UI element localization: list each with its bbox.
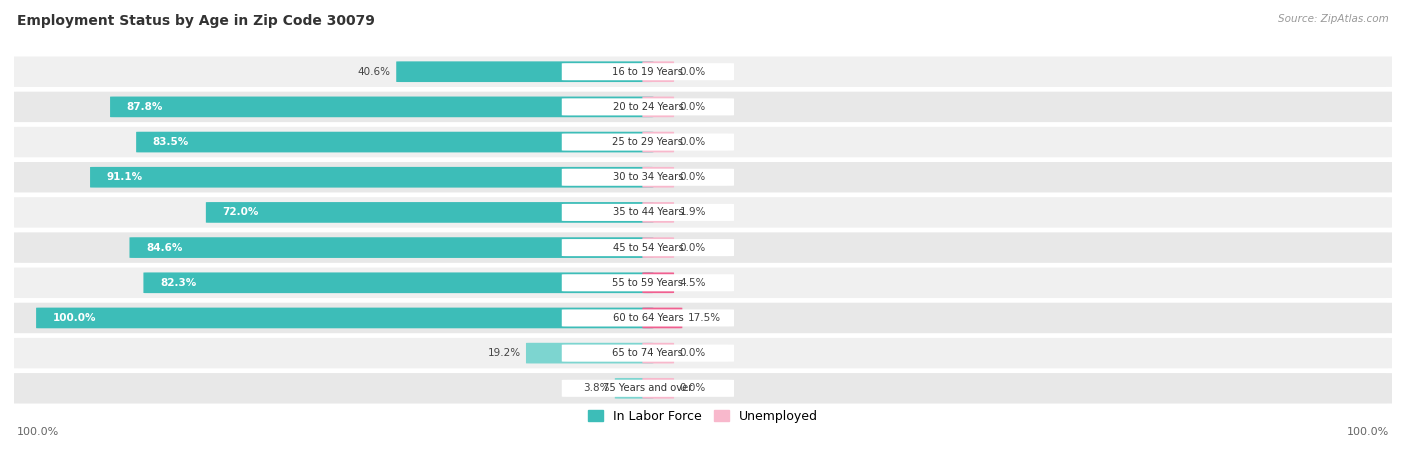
Text: 40.6%: 40.6% (357, 67, 391, 77)
FancyBboxPatch shape (37, 308, 654, 328)
FancyBboxPatch shape (643, 272, 673, 293)
Legend: In Labor Force, Unemployed: In Labor Force, Unemployed (583, 405, 823, 428)
Text: 20 to 24 Years: 20 to 24 Years (613, 102, 683, 112)
FancyBboxPatch shape (10, 162, 1396, 193)
FancyBboxPatch shape (643, 61, 673, 82)
FancyBboxPatch shape (643, 237, 673, 258)
Text: 0.0%: 0.0% (679, 102, 706, 112)
Text: 55 to 59 Years: 55 to 59 Years (613, 278, 683, 288)
Text: 0.0%: 0.0% (679, 243, 706, 253)
Text: 1.9%: 1.9% (679, 207, 706, 217)
Text: 0.0%: 0.0% (679, 172, 706, 182)
Text: 91.1%: 91.1% (107, 172, 143, 182)
Text: 25 to 29 Years: 25 to 29 Years (613, 137, 683, 147)
Text: 0.0%: 0.0% (679, 67, 706, 77)
FancyBboxPatch shape (136, 132, 654, 152)
Text: 65 to 74 Years: 65 to 74 Years (613, 348, 683, 358)
FancyBboxPatch shape (562, 380, 734, 397)
FancyBboxPatch shape (562, 204, 734, 221)
FancyBboxPatch shape (10, 92, 1396, 122)
FancyBboxPatch shape (10, 197, 1396, 228)
Text: 60 to 64 Years: 60 to 64 Years (613, 313, 683, 323)
FancyBboxPatch shape (643, 167, 673, 188)
Text: 3.8%: 3.8% (583, 383, 609, 393)
Text: 75 Years and over: 75 Years and over (603, 383, 693, 393)
FancyBboxPatch shape (10, 267, 1396, 298)
FancyBboxPatch shape (643, 308, 682, 328)
FancyBboxPatch shape (143, 272, 654, 293)
FancyBboxPatch shape (643, 378, 673, 399)
FancyBboxPatch shape (562, 133, 734, 151)
FancyBboxPatch shape (643, 132, 673, 152)
Text: 100.0%: 100.0% (1347, 428, 1389, 437)
Text: 35 to 44 Years: 35 to 44 Years (613, 207, 683, 217)
Text: 72.0%: 72.0% (222, 207, 259, 217)
Text: 45 to 54 Years: 45 to 54 Years (613, 243, 683, 253)
FancyBboxPatch shape (562, 169, 734, 186)
FancyBboxPatch shape (562, 239, 734, 256)
Text: 19.2%: 19.2% (488, 348, 520, 358)
FancyBboxPatch shape (110, 97, 654, 117)
FancyBboxPatch shape (10, 56, 1396, 87)
Text: 87.8%: 87.8% (127, 102, 163, 112)
Text: 4.5%: 4.5% (679, 278, 706, 288)
FancyBboxPatch shape (643, 202, 673, 223)
Text: 100.0%: 100.0% (52, 313, 96, 323)
Text: 0.0%: 0.0% (679, 137, 706, 147)
Text: 17.5%: 17.5% (688, 313, 721, 323)
FancyBboxPatch shape (129, 237, 654, 258)
FancyBboxPatch shape (614, 378, 654, 399)
Text: 84.6%: 84.6% (146, 243, 183, 253)
Text: Source: ZipAtlas.com: Source: ZipAtlas.com (1278, 14, 1389, 23)
FancyBboxPatch shape (526, 343, 654, 364)
Text: 83.5%: 83.5% (153, 137, 188, 147)
FancyBboxPatch shape (10, 232, 1396, 263)
FancyBboxPatch shape (90, 167, 654, 188)
FancyBboxPatch shape (562, 63, 734, 80)
FancyBboxPatch shape (562, 345, 734, 362)
Text: 0.0%: 0.0% (679, 348, 706, 358)
Text: 100.0%: 100.0% (17, 428, 59, 437)
FancyBboxPatch shape (396, 61, 654, 82)
FancyBboxPatch shape (643, 97, 673, 117)
FancyBboxPatch shape (10, 373, 1396, 404)
FancyBboxPatch shape (10, 303, 1396, 333)
FancyBboxPatch shape (10, 338, 1396, 368)
FancyBboxPatch shape (643, 343, 673, 364)
FancyBboxPatch shape (562, 98, 734, 115)
Text: Employment Status by Age in Zip Code 30079: Employment Status by Age in Zip Code 300… (17, 14, 375, 28)
Text: 30 to 34 Years: 30 to 34 Years (613, 172, 683, 182)
Text: 82.3%: 82.3% (160, 278, 197, 288)
FancyBboxPatch shape (562, 274, 734, 291)
FancyBboxPatch shape (10, 127, 1396, 157)
FancyBboxPatch shape (562, 309, 734, 327)
Text: 0.0%: 0.0% (679, 383, 706, 393)
FancyBboxPatch shape (205, 202, 654, 223)
Text: 16 to 19 Years: 16 to 19 Years (613, 67, 683, 77)
